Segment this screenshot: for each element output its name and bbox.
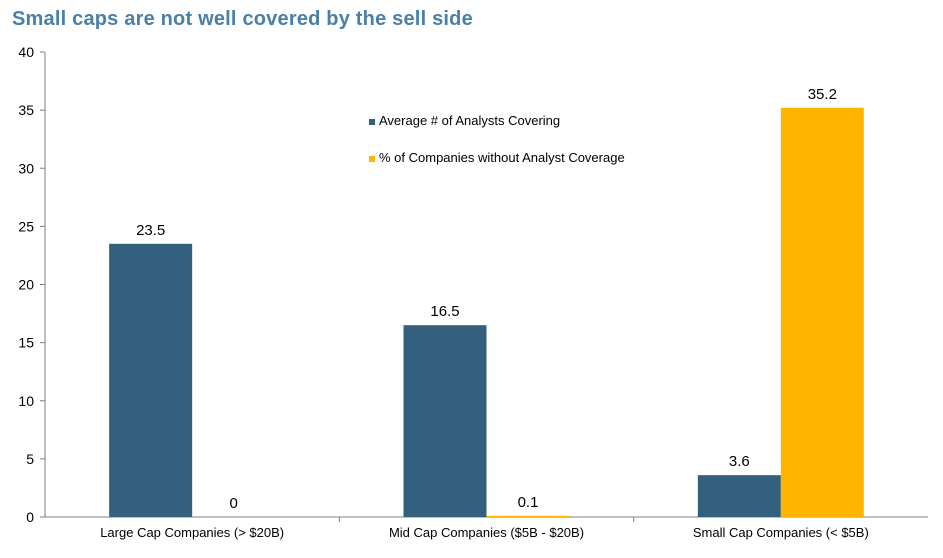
bars-group bbox=[109, 107, 864, 518]
data-label: 0 bbox=[229, 495, 237, 512]
category-labels-group: Large Cap Companies (> $20B) Mid Cap Comp… bbox=[100, 525, 869, 540]
data-label: 16.5 bbox=[430, 303, 459, 320]
y-tick-label: 40 bbox=[18, 44, 34, 60]
bar bbox=[486, 515, 570, 517]
data-label: 0.1 bbox=[518, 494, 539, 511]
category-label: Mid Cap Companies ($5B - $20B) bbox=[389, 525, 584, 540]
y-tick-label: 20 bbox=[18, 277, 34, 293]
y-tick-label: 25 bbox=[18, 218, 34, 234]
y-tick-label: 15 bbox=[18, 335, 34, 351]
y-tick-label: 10 bbox=[18, 393, 34, 409]
data-labels-group: 23.5 0 16.5 0.1 3.6 35.2 bbox=[136, 86, 837, 512]
legend-swatch bbox=[369, 119, 375, 125]
data-label: 3.6 bbox=[729, 453, 750, 470]
bar bbox=[780, 107, 864, 518]
bar bbox=[697, 475, 781, 517]
category-label: Large Cap Companies (> $20B) bbox=[100, 525, 284, 540]
legend-label: % of Companies without Analyst Coverage bbox=[379, 150, 625, 165]
legend: Average # of Analysts Covering % of Compa… bbox=[369, 113, 625, 165]
y-tick-label: 30 bbox=[18, 160, 34, 176]
bar bbox=[109, 243, 193, 517]
category-label: Small Cap Companies (< $5B) bbox=[693, 525, 869, 540]
bar bbox=[403, 325, 487, 517]
data-label: 35.2 bbox=[808, 86, 837, 103]
y-axis-ticks: 0 5 10 15 20 25 30 35 40 bbox=[18, 44, 45, 525]
y-tick-label: 5 bbox=[26, 451, 34, 467]
y-tick-label: 35 bbox=[18, 102, 34, 118]
chart-title: Small caps are not well covered by the s… bbox=[12, 8, 473, 30]
data-label: 23.5 bbox=[136, 222, 165, 239]
legend-swatch bbox=[369, 156, 375, 162]
legend-label: Average # of Analysts Covering bbox=[379, 113, 560, 128]
y-tick-label: 0 bbox=[26, 509, 34, 525]
